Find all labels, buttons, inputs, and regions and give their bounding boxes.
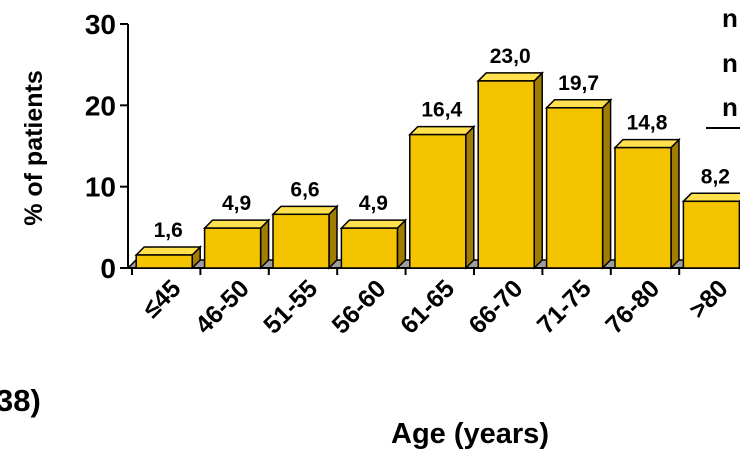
y-tick-label: 10 bbox=[85, 172, 116, 203]
y-tick-label: 30 bbox=[85, 9, 116, 40]
bar-side bbox=[601, 97, 612, 270]
bar bbox=[681, 192, 740, 270]
bar-front bbox=[135, 254, 193, 269]
bar-side bbox=[328, 204, 338, 270]
left-edge-fragment: 38) bbox=[0, 383, 41, 418]
y-tick-label: 0 bbox=[100, 253, 116, 284]
y-axis-label: % of patients bbox=[20, 70, 48, 226]
y-tick-label: 20 bbox=[85, 90, 116, 121]
value-label: 4,9 bbox=[222, 192, 251, 215]
bar bbox=[476, 71, 545, 270]
value-label: 16,4 bbox=[421, 99, 462, 122]
bar-side bbox=[533, 71, 543, 270]
bar-top bbox=[202, 219, 271, 229]
bar-side bbox=[670, 137, 680, 270]
x-tick-label: 71-75 bbox=[532, 274, 597, 339]
x-axis-label: Age (years) bbox=[391, 418, 549, 450]
x-tick-label: 76-80 bbox=[600, 274, 665, 339]
bar-front bbox=[272, 213, 330, 269]
bar-top bbox=[681, 192, 740, 203]
x-tick-label: 61-65 bbox=[395, 274, 460, 339]
bar-front bbox=[682, 200, 740, 269]
bar bbox=[134, 245, 203, 270]
bar-front bbox=[340, 227, 399, 269]
bar-front bbox=[203, 227, 262, 269]
bar bbox=[544, 97, 613, 270]
bar-top bbox=[544, 99, 613, 109]
bar bbox=[271, 204, 339, 270]
bar-front bbox=[545, 107, 604, 269]
value-label: 4,9 bbox=[359, 192, 388, 215]
x-tick-label: ≤45 bbox=[137, 274, 186, 323]
bar-front bbox=[477, 80, 535, 269]
value-label: 8,2 bbox=[701, 165, 730, 188]
bar-top bbox=[407, 125, 476, 136]
bar-top bbox=[271, 205, 339, 216]
value-labels: 1,6 4,9 6,6 4,9 16,4 23,0 19,7 14,8 8,2 bbox=[154, 45, 730, 242]
value-label: 6,6 bbox=[290, 178, 319, 201]
x-tick-label: 46-50 bbox=[190, 274, 255, 339]
x-tick-label: 66-70 bbox=[463, 274, 528, 339]
bar bbox=[202, 218, 271, 270]
bar-top bbox=[476, 72, 545, 82]
right-edge-line-3: n bbox=[722, 92, 738, 122]
bars bbox=[134, 71, 740, 270]
bar-front bbox=[409, 133, 467, 269]
bar-front bbox=[614, 146, 672, 269]
bar-top bbox=[339, 219, 408, 229]
value-label: 19,7 bbox=[558, 72, 599, 95]
x-tick-label: 51-55 bbox=[258, 274, 323, 339]
value-label: 1,6 bbox=[154, 219, 183, 242]
x-tick-label: >80 bbox=[684, 274, 734, 324]
right-edge-fragments: n n n bbox=[706, 3, 740, 129]
bar bbox=[339, 218, 408, 270]
bar-top bbox=[134, 246, 203, 256]
value-label: 14,8 bbox=[627, 112, 668, 135]
right-edge-line-2: n bbox=[722, 48, 738, 78]
bar bbox=[407, 124, 476, 270]
right-edge-line-1: n bbox=[722, 3, 738, 33]
bar-side bbox=[465, 124, 475, 270]
value-label: 23,0 bbox=[490, 45, 531, 68]
x-tick-label: 56-60 bbox=[327, 274, 392, 339]
bar-top bbox=[613, 138, 681, 149]
bar bbox=[613, 137, 681, 270]
